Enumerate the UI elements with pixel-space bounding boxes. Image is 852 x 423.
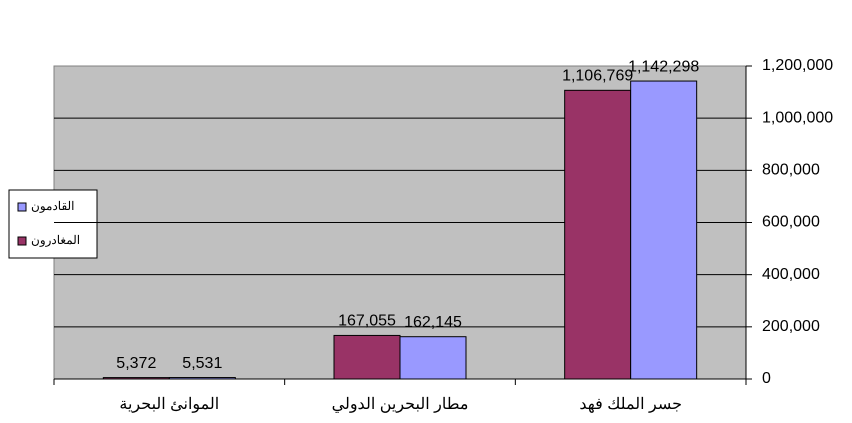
x-tick-label: الموانئ البحرية: [119, 396, 219, 413]
y-tick-label: 200,000: [762, 318, 820, 335]
bar: [333, 334, 401, 380]
value-label: 1,142,298: [628, 58, 699, 75]
y-tick-label: 600,000: [762, 214, 820, 231]
legend: [8, 189, 98, 259]
bar: [399, 336, 467, 380]
y-tick-label: 400,000: [762, 266, 820, 283]
legend-swatch: [17, 202, 27, 212]
y-tick-label: 0: [762, 370, 771, 387]
x-tick-label: جسر الملك فهد: [579, 396, 682, 413]
bar: [102, 377, 170, 380]
value-label: 5,531: [182, 355, 222, 372]
bar: [168, 377, 236, 380]
value-label: 1,106,769: [562, 68, 633, 85]
y-tick-label: 1,000,000: [762, 109, 833, 126]
bar: [564, 89, 632, 380]
y-tick-label: 1,200,000: [762, 57, 833, 74]
legend-swatch: [17, 236, 27, 246]
value-label: 167,055: [338, 313, 396, 330]
y-tick-label: 800,000: [762, 162, 820, 179]
x-tick-label: مطار البحرين الدولي: [332, 396, 469, 413]
legend-label: المغادرون: [31, 233, 80, 247]
legend-label: القادمون: [31, 199, 75, 213]
value-label: 5,372: [116, 355, 156, 372]
value-label: 162,145: [404, 314, 462, 331]
bar: [630, 80, 698, 380]
